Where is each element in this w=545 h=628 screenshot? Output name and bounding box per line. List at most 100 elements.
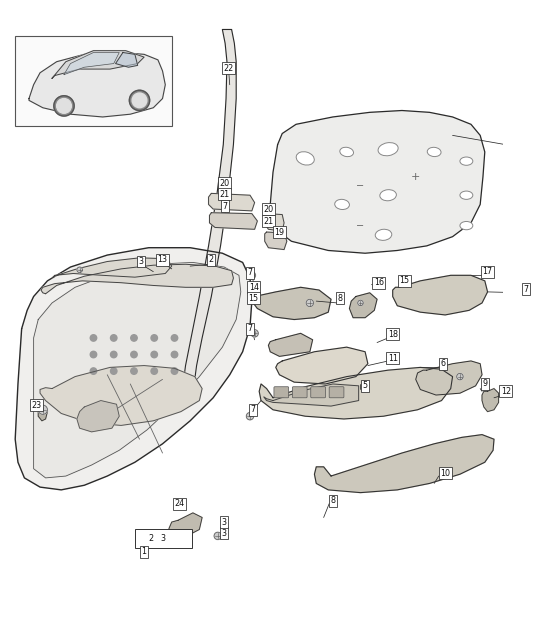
Text: 18: 18 xyxy=(387,330,398,338)
Text: 7: 7 xyxy=(250,405,255,414)
Ellipse shape xyxy=(340,147,354,156)
Polygon shape xyxy=(64,53,119,75)
Text: 11: 11 xyxy=(387,354,398,363)
Circle shape xyxy=(171,335,178,341)
Text: 2: 2 xyxy=(209,255,214,264)
Text: 21: 21 xyxy=(263,217,274,225)
Text: −: − xyxy=(356,181,365,191)
Text: 3: 3 xyxy=(160,534,165,543)
Circle shape xyxy=(171,351,178,358)
Ellipse shape xyxy=(378,143,398,156)
Text: 9: 9 xyxy=(482,379,487,389)
Text: +: + xyxy=(411,172,420,182)
Circle shape xyxy=(77,267,82,273)
Circle shape xyxy=(214,532,221,539)
Polygon shape xyxy=(52,51,144,78)
FancyBboxPatch shape xyxy=(135,529,192,548)
Text: 14: 14 xyxy=(249,283,259,292)
Polygon shape xyxy=(393,275,488,315)
Text: 8: 8 xyxy=(330,496,335,506)
Circle shape xyxy=(131,335,137,341)
Polygon shape xyxy=(252,287,331,320)
Circle shape xyxy=(54,96,74,116)
Circle shape xyxy=(151,368,158,374)
Polygon shape xyxy=(34,263,241,478)
FancyBboxPatch shape xyxy=(15,36,172,126)
Text: 2: 2 xyxy=(148,534,153,543)
Text: 24: 24 xyxy=(174,499,184,508)
Circle shape xyxy=(111,368,117,374)
Polygon shape xyxy=(264,384,359,406)
Polygon shape xyxy=(169,513,202,539)
Polygon shape xyxy=(259,367,452,419)
Polygon shape xyxy=(209,213,257,229)
FancyBboxPatch shape xyxy=(292,387,307,398)
Text: 6: 6 xyxy=(441,359,446,368)
Polygon shape xyxy=(265,214,284,231)
Text: 7: 7 xyxy=(222,202,228,211)
Circle shape xyxy=(358,300,364,306)
Polygon shape xyxy=(77,401,119,432)
Text: 21: 21 xyxy=(219,190,229,199)
Polygon shape xyxy=(268,333,313,356)
Polygon shape xyxy=(482,389,499,411)
Text: 3: 3 xyxy=(139,257,144,266)
Text: 3: 3 xyxy=(222,529,227,538)
Ellipse shape xyxy=(427,148,441,156)
Polygon shape xyxy=(15,247,252,490)
Circle shape xyxy=(57,99,71,113)
Circle shape xyxy=(457,374,463,380)
Polygon shape xyxy=(416,361,482,395)
Text: −: − xyxy=(356,220,365,230)
Circle shape xyxy=(246,413,253,420)
Text: 12: 12 xyxy=(501,387,511,396)
Text: 13: 13 xyxy=(158,255,167,264)
Polygon shape xyxy=(182,30,236,393)
Text: 7: 7 xyxy=(247,268,252,277)
Text: 5: 5 xyxy=(362,381,368,391)
Ellipse shape xyxy=(296,152,314,165)
Polygon shape xyxy=(276,347,368,384)
Polygon shape xyxy=(116,53,138,67)
Ellipse shape xyxy=(460,222,473,230)
Circle shape xyxy=(306,300,313,306)
Ellipse shape xyxy=(376,229,392,241)
Circle shape xyxy=(248,272,256,279)
Polygon shape xyxy=(41,264,233,294)
Polygon shape xyxy=(38,407,47,421)
Polygon shape xyxy=(265,232,287,249)
Text: 15: 15 xyxy=(399,276,410,285)
Circle shape xyxy=(532,293,539,300)
FancyBboxPatch shape xyxy=(311,387,325,398)
Ellipse shape xyxy=(460,157,473,165)
Text: 15: 15 xyxy=(249,294,259,303)
Polygon shape xyxy=(29,53,165,117)
Circle shape xyxy=(90,351,96,358)
Polygon shape xyxy=(270,111,485,253)
Text: 20: 20 xyxy=(263,205,274,214)
Polygon shape xyxy=(209,193,255,211)
FancyBboxPatch shape xyxy=(329,387,344,398)
Text: 20: 20 xyxy=(219,179,229,188)
Circle shape xyxy=(90,335,96,341)
Circle shape xyxy=(111,351,117,358)
Text: 23: 23 xyxy=(31,401,41,409)
Polygon shape xyxy=(349,293,377,318)
Circle shape xyxy=(171,368,178,374)
Circle shape xyxy=(90,368,96,374)
Text: 7: 7 xyxy=(247,324,252,333)
Text: 8: 8 xyxy=(338,294,343,303)
Circle shape xyxy=(132,93,147,108)
Text: 22: 22 xyxy=(223,63,234,73)
Text: 3: 3 xyxy=(222,517,227,527)
Text: 10: 10 xyxy=(440,468,450,478)
Ellipse shape xyxy=(460,191,473,199)
Circle shape xyxy=(111,335,117,341)
Ellipse shape xyxy=(380,190,396,201)
Text: 7: 7 xyxy=(524,284,529,294)
Circle shape xyxy=(129,90,150,111)
Circle shape xyxy=(131,368,137,374)
Circle shape xyxy=(151,351,158,358)
Text: 1: 1 xyxy=(142,547,147,556)
Polygon shape xyxy=(52,258,172,278)
